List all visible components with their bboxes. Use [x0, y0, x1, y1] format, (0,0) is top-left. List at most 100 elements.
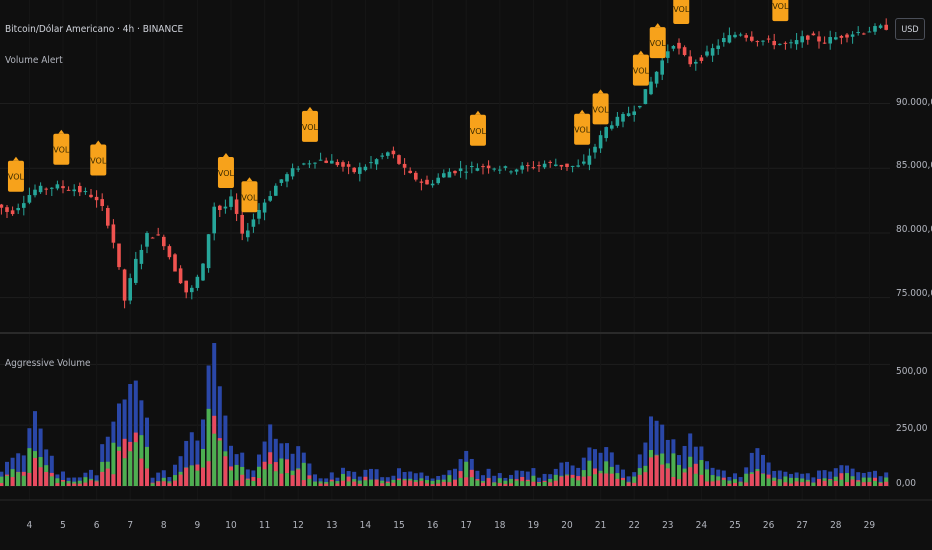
volume-aggressive-bar	[145, 468, 149, 486]
candle-body	[212, 206, 216, 234]
volume-aggressive-bar	[16, 472, 21, 486]
volume-aggressive-bar	[408, 480, 413, 486]
candle-body	[470, 166, 474, 168]
candle-body	[850, 34, 855, 37]
volume-aggressive-bar	[464, 461, 469, 486]
volume-aggressive-bar	[727, 483, 732, 486]
candle-body	[279, 179, 284, 183]
volume-aggressive-bar	[100, 471, 105, 486]
candle-body	[839, 35, 844, 38]
x-tick-8: 8	[160, 520, 167, 531]
vol-alert-badge: VOL	[574, 109, 591, 145]
volume-aggressive-bar	[777, 479, 782, 486]
x-tick-14: 14	[359, 520, 372, 531]
candle-body	[447, 171, 452, 178]
volume-total-bar	[49, 455, 54, 486]
vol-badge-text: VOL	[470, 127, 487, 136]
volume-total-bar	[828, 471, 833, 486]
candle-body	[514, 169, 519, 172]
volume-aggressive-bar	[587, 476, 592, 486]
vol-badge-box	[592, 93, 609, 125]
candle-body	[632, 111, 636, 115]
volume-total-bar	[296, 446, 301, 486]
candle-body	[262, 202, 267, 213]
volume-total-bar	[805, 473, 810, 486]
candle-body	[610, 125, 614, 129]
volume-aggressive-bar	[553, 480, 558, 486]
volume-total-bar	[822, 470, 827, 486]
volume-aggressive-bar	[570, 477, 575, 486]
volume-total-bar	[117, 403, 121, 486]
volume-aggressive-bar	[688, 467, 693, 486]
x-tick-29: 29	[863, 520, 876, 531]
candle-body	[794, 40, 799, 45]
volume-aggressive-bar	[761, 473, 765, 486]
volume-aggressive-bar	[212, 433, 217, 486]
volume-total-bar	[217, 386, 222, 486]
candle-body	[50, 187, 54, 189]
volume-aggressive-bar	[0, 483, 4, 486]
candle-body	[576, 165, 580, 167]
volume-total-bar	[514, 470, 519, 486]
volume-aggressive-bar	[705, 481, 709, 486]
volume-aggressive-bar	[173, 480, 177, 486]
candle-body	[240, 214, 244, 234]
volume-aggressive-bar	[234, 480, 239, 486]
volume-aggressive-bar	[273, 471, 278, 486]
candle-body	[229, 196, 233, 207]
candle-body	[778, 43, 782, 45]
volume-aggressive-bar	[0, 476, 4, 486]
volume-aggressive-bar	[313, 481, 317, 486]
volume-aggressive-bar	[856, 481, 861, 486]
candle-body	[716, 45, 720, 50]
volume-aggressive-bar	[884, 481, 889, 486]
volume-total-bar	[665, 439, 670, 486]
volume-aggressive-bar	[83, 482, 88, 486]
volume-aggressive-bar	[693, 473, 698, 486]
currency-button[interactable]: USD	[895, 18, 925, 40]
volume-aggressive-bar	[296, 469, 301, 486]
volume-aggressive-bar	[861, 482, 866, 486]
volume-aggressive-bar	[632, 476, 637, 486]
volume-aggressive-bar	[497, 483, 502, 486]
volume-aggressive-bar	[677, 479, 681, 486]
candle-body	[145, 233, 149, 247]
candle-body	[89, 194, 93, 198]
volume-total-bar	[313, 474, 317, 486]
volume-aggressive-bar	[744, 473, 749, 486]
volume-aggressive-bar	[867, 477, 872, 486]
volume-aggressive-bar	[772, 480, 777, 486]
volume-aggressive-bar	[503, 484, 508, 486]
candle-body	[649, 81, 653, 95]
volume-aggressive-bar	[755, 471, 760, 486]
candle-body	[626, 113, 631, 117]
volume-aggressive-bar	[380, 483, 385, 486]
candle-body	[867, 31, 872, 33]
volume-aggressive-bar	[503, 480, 508, 486]
volume-aggressive-bar	[223, 456, 228, 486]
vol-tick-0: 0,00	[896, 478, 917, 489]
candle-body	[162, 236, 166, 247]
candle-body	[268, 196, 272, 201]
vol-badge-box	[301, 110, 318, 142]
volume-aggressive-bar	[565, 475, 569, 486]
candle-body	[481, 166, 485, 168]
candle-body	[38, 185, 43, 193]
candle-body	[615, 116, 620, 126]
candle-body	[178, 268, 183, 284]
volume-aggressive-bar	[363, 480, 368, 486]
volume-aggressive-bar	[111, 442, 116, 486]
y-tick-80000: 80.000,00	[896, 224, 932, 235]
volume-total-bar	[21, 455, 26, 486]
volume-total-bar	[307, 463, 312, 486]
volume-total-bar	[212, 343, 217, 486]
candle-body	[789, 42, 793, 44]
volume-total-bar	[481, 475, 485, 486]
vol-badge-text: VOL	[633, 67, 650, 76]
candle-body	[72, 189, 76, 192]
volume-aggressive-bar	[268, 464, 273, 486]
candle-body	[660, 60, 664, 75]
candle-body	[873, 26, 877, 32]
volume-aggressive-bar	[150, 483, 155, 486]
